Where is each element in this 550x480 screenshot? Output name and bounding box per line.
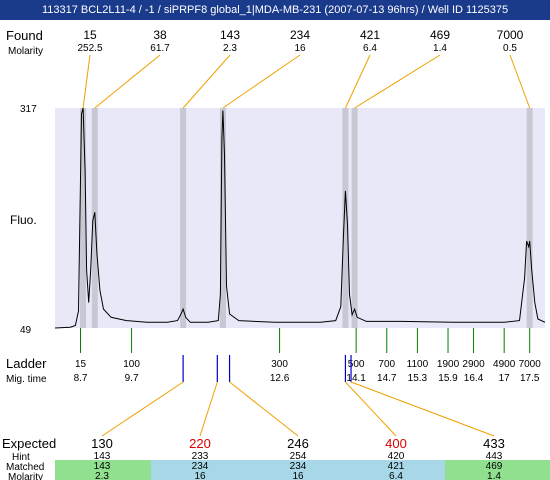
ladder-size-label: 2900 — [462, 359, 485, 370]
ladder-size-label: 7000 — [519, 359, 542, 370]
matched-value: 469 — [486, 461, 503, 472]
found-size-label: 143 — [220, 28, 240, 42]
ladder-time-label: 12.6 — [270, 373, 290, 384]
expected-leader-line — [199, 381, 218, 437]
expected-size-label: 433 — [483, 436, 505, 451]
ladder-size-label: 15 — [75, 359, 87, 370]
mig-time-label: Mig. time — [6, 374, 47, 385]
expected-leader-line — [101, 381, 184, 437]
hint-value: 443 — [486, 451, 503, 462]
found-molarity-label: 16 — [294, 43, 306, 54]
ladder-size-label: 4900 — [493, 359, 516, 370]
found-leader-line — [344, 54, 371, 109]
matched-cell — [249, 460, 347, 480]
ladder-size-label: 700 — [378, 359, 395, 370]
found-size-label: 469 — [430, 28, 450, 42]
molarity-bottom-label: Molarity — [8, 472, 43, 480]
found-molarity-label: 252.5 — [77, 43, 102, 54]
ladder-size-label: 500 — [348, 359, 365, 370]
matched-cell — [445, 460, 550, 480]
found-leader-line — [222, 54, 301, 109]
expected-label: Expected — [2, 436, 56, 451]
found-molarity-label: 0.5 — [503, 43, 517, 54]
matched-value: 143 — [94, 461, 111, 472]
found-leader-line — [354, 54, 441, 109]
y-tick-label: 317 — [20, 104, 37, 115]
expected-leader-line — [350, 381, 495, 437]
ladder-time-label: 16.4 — [464, 373, 484, 384]
ladder-size-label: 100 — [123, 359, 140, 370]
matched-cell — [151, 460, 249, 480]
found-size-label: 15 — [83, 28, 97, 42]
ladder-size-label: 1100 — [407, 359, 429, 370]
found-peak-band — [342, 108, 349, 328]
found-leader-line — [94, 54, 161, 109]
found-molarity-label: 1.4 — [433, 43, 447, 54]
expected-leader-line — [229, 381, 299, 437]
y-tick-label: 49 — [20, 325, 32, 336]
ladder-time-label: 17.5 — [520, 373, 540, 384]
ladder-time-label: 17 — [499, 373, 511, 384]
ladder-time-label: 14.7 — [377, 373, 397, 384]
found-leader-line — [509, 54, 531, 109]
expected-size-label: 130 — [91, 436, 113, 451]
matched-molarity-value: 16 — [292, 471, 304, 480]
matched-molarity-value: 1.4 — [487, 471, 501, 480]
plot-area — [55, 108, 545, 328]
found-peak-band — [219, 108, 226, 328]
matched-value: 421 — [388, 461, 405, 472]
matched-cell — [55, 460, 151, 480]
found-size-label: 38 — [153, 28, 167, 42]
ladder-label: Ladder — [6, 356, 47, 371]
found-molarity-label: 6.4 — [363, 43, 377, 54]
matched-molarity-value: 2.3 — [95, 471, 109, 480]
fluorescence-trace — [54, 107, 546, 329]
expected-leader-line — [345, 381, 397, 437]
hint-value: 143 — [94, 451, 111, 462]
matched-label: Matched — [6, 462, 44, 473]
matched-cell — [347, 460, 445, 480]
chart-title: 113317 BCL2L11-4 / -1 / siPRPF8 global_1… — [0, 0, 550, 20]
ladder-size-label: 300 — [271, 359, 288, 370]
found-peak-band — [80, 108, 87, 328]
fluo-label: Fluo. — [10, 213, 37, 227]
found-peak-band — [351, 108, 358, 328]
found-size-label: 421 — [360, 28, 380, 42]
hint-label: Hint — [12, 452, 30, 463]
found-molarity-label: 2.3 — [223, 43, 237, 54]
ladder-time-label: 15.9 — [438, 373, 458, 384]
found-leader-line — [182, 54, 231, 109]
found-size-label: 234 — [290, 28, 310, 42]
expected-size-label: 400 — [385, 436, 407, 451]
ladder-time-label: 14.1 — [346, 373, 366, 384]
ladder-time-label: 15.3 — [408, 373, 428, 384]
found-peak-band — [526, 108, 533, 328]
found-molarity-label: 61.7 — [150, 43, 170, 54]
hint-value: 233 — [192, 451, 209, 462]
matched-value: 234 — [290, 461, 307, 472]
ladder-time-label: 9.7 — [125, 373, 139, 384]
found-label: Found — [6, 28, 43, 43]
ladder-size-label: 1900 — [437, 359, 460, 370]
found-peak-band — [180, 108, 187, 328]
molarity-label: Molarity — [8, 46, 43, 57]
found-size-label: 7000 — [497, 28, 524, 42]
ladder-time-label: 8.7 — [74, 373, 88, 384]
matched-molarity-value: 6.4 — [389, 471, 403, 480]
matched-value: 234 — [192, 461, 209, 472]
expected-size-label: 220 — [189, 436, 211, 451]
matched-molarity-value: 16 — [194, 471, 206, 480]
found-leader-line — [82, 54, 91, 109]
hint-value: 420 — [388, 451, 405, 462]
hint-value: 254 — [290, 451, 307, 462]
expected-size-label: 246 — [287, 436, 309, 451]
